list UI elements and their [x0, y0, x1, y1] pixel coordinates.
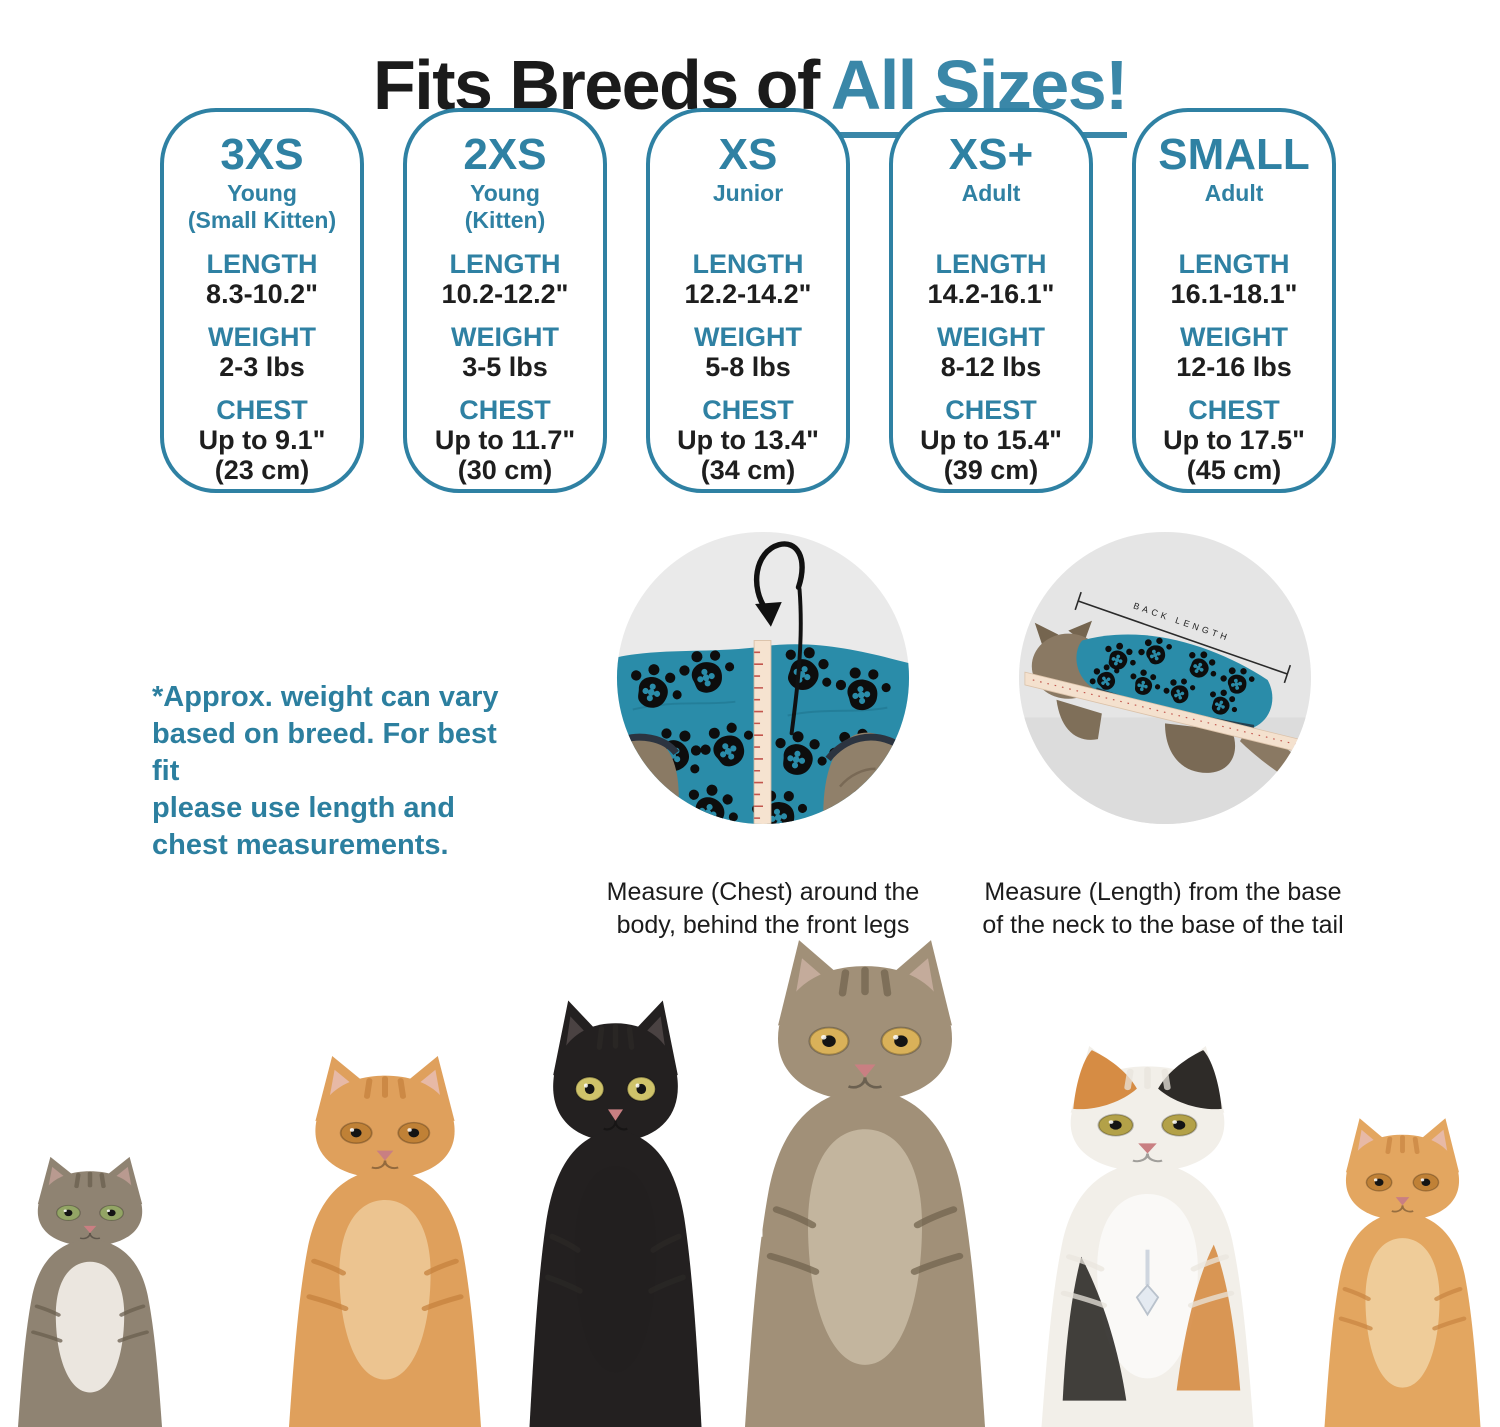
length-value: 10.2-12.2": [441, 279, 569, 309]
length-section: LENGTH 8.3-10.2": [164, 249, 360, 309]
length-value: 8.3-10.2": [206, 279, 318, 309]
chest-label: CHEST: [702, 395, 794, 425]
length-measure-caption: Measure (Length) from the base of the ne…: [982, 878, 1344, 939]
chest-value: Up to 11.7": [434, 425, 576, 455]
size-age: Adult: [1204, 180, 1264, 206]
size-name: 3XS: [220, 130, 304, 179]
weight-label: WEIGHT: [937, 322, 1045, 352]
size-card-row: 3XS Young (Small Kitten) LENGTH 8.3-10.2…: [160, 108, 1336, 493]
cat-photo-orange-tabby-small: [1323, 1117, 1482, 1427]
size-name: XS+: [948, 130, 1034, 179]
card-head: SMALL Adult: [1136, 112, 1332, 236]
cat-photo-calico: [1040, 1044, 1255, 1427]
chest-measure-photo: [616, 531, 910, 825]
chest-value-cm: (39 cm): [943, 455, 1039, 485]
cat-photo-maine-coon: [743, 938, 987, 1427]
length-label: LENGTH: [206, 249, 318, 279]
size-age: Young: [227, 180, 297, 206]
chest-label: CHEST: [1188, 395, 1280, 425]
weight-value: 2-3 lbs: [219, 352, 305, 382]
size-card-3xs: 3XS Young (Small Kitten) LENGTH 8.3-10.2…: [160, 108, 364, 493]
length-measure-photo: BACK LENGTH: [1018, 531, 1312, 825]
chest-section: CHEST Up to 15.4" (39 cm): [893, 395, 1089, 485]
chest-label: CHEST: [945, 395, 1037, 425]
weight-section: WEIGHT 12-16 lbs: [1136, 322, 1332, 382]
chest-value-cm: (45 cm): [1186, 455, 1282, 485]
weight-value: 3-5 lbs: [462, 352, 548, 382]
measuring-tape: [753, 640, 772, 825]
size-age-detail: (Kitten): [464, 207, 546, 233]
chest-section: CHEST Up to 9.1" (23 cm): [164, 395, 360, 485]
chest-label: CHEST: [459, 395, 551, 425]
chest-value: Up to 15.4": [920, 425, 1062, 455]
size-age: Junior: [712, 180, 784, 206]
card-head: 3XS Young (Small Kitten): [164, 112, 360, 236]
weight-value: 8-12 lbs: [940, 352, 1042, 382]
chest-label: CHEST: [216, 395, 308, 425]
weight-value: 12-16 lbs: [1176, 352, 1292, 382]
chest-value: Up to 9.1": [198, 425, 326, 455]
size-card-xs: XS Junior LENGTH 12.2-14.2" WEIGHT 5-8 l…: [646, 108, 850, 493]
chest-section: CHEST Up to 11.7" (30 cm): [407, 395, 603, 485]
size-card-xs-plus: XS+ Adult LENGTH 14.2-16.1" WEIGHT 8-12 …: [889, 108, 1093, 493]
length-section: LENGTH 10.2-12.2": [407, 249, 603, 309]
length-value: 16.1-18.1": [1170, 279, 1298, 309]
size-name: SMALL: [1158, 130, 1310, 179]
length-section: LENGTH 12.2-14.2": [650, 249, 846, 309]
size-name: 2XS: [463, 130, 547, 179]
length-label: LENGTH: [935, 249, 1047, 279]
weight-label: WEIGHT: [694, 322, 802, 352]
weight-section: WEIGHT 5-8 lbs: [650, 322, 846, 382]
size-age: Young: [470, 180, 540, 206]
weight-section: WEIGHT 2-3 lbs: [164, 322, 360, 382]
chest-measure-caption: Measure (Chest) around the body, behind …: [606, 878, 920, 939]
chest-section: CHEST Up to 17.5" (45 cm): [1136, 395, 1332, 485]
weight-value: 5-8 lbs: [705, 352, 791, 382]
chest-value-cm: (30 cm): [457, 455, 553, 485]
chest-value: Up to 17.5": [1163, 425, 1305, 455]
length-label: LENGTH: [449, 249, 561, 279]
card-head: XS+ Adult: [893, 112, 1089, 236]
chest-value-cm: (23 cm): [214, 455, 310, 485]
cat-photo-black-longhair: [528, 999, 703, 1427]
chest-value: Up to 13.4": [677, 425, 819, 455]
measuring-tape: [1024, 671, 1312, 757]
weight-section: WEIGHT 8-12 lbs: [893, 322, 1089, 382]
length-value: 14.2-16.1": [927, 279, 1055, 309]
size-age-detail: (Small Kitten): [187, 207, 337, 233]
length-label: LENGTH: [692, 249, 804, 279]
length-label: LENGTH: [1178, 249, 1290, 279]
chest-value-cm: (34 cm): [700, 455, 796, 485]
size-age: Adult: [961, 180, 1021, 206]
size-card-small: SMALL Adult LENGTH 16.1-18.1" WEIGHT 12-…: [1132, 108, 1336, 493]
length-value: 12.2-14.2": [684, 279, 812, 309]
length-section: LENGTH 14.2-16.1": [893, 249, 1089, 309]
wrap-around-arrow: [753, 541, 805, 736]
size-card-2xs: 2XS Young (Kitten) LENGTH 10.2-12.2" WEI…: [403, 108, 607, 493]
pendant: [1135, 1249, 1160, 1317]
weight-label: WEIGHT: [451, 322, 559, 352]
chest-section: CHEST Up to 13.4" (34 cm): [650, 395, 846, 485]
cat-photo-orange-tabby: [287, 1054, 483, 1427]
weight-disclaimer-note: *Approx. weight can vary based on breed.…: [152, 681, 499, 861]
cat-photo-tabby-kitten: [17, 1155, 163, 1427]
weight-label: WEIGHT: [208, 322, 316, 352]
card-head: XS Junior: [650, 112, 846, 236]
weight-section: WEIGHT 3-5 lbs: [407, 322, 603, 382]
card-head: 2XS Young (Kitten): [407, 112, 603, 236]
length-section: LENGTH 16.1-18.1": [1136, 249, 1332, 309]
weight-label: WEIGHT: [1180, 322, 1288, 352]
size-name: XS: [718, 130, 778, 179]
